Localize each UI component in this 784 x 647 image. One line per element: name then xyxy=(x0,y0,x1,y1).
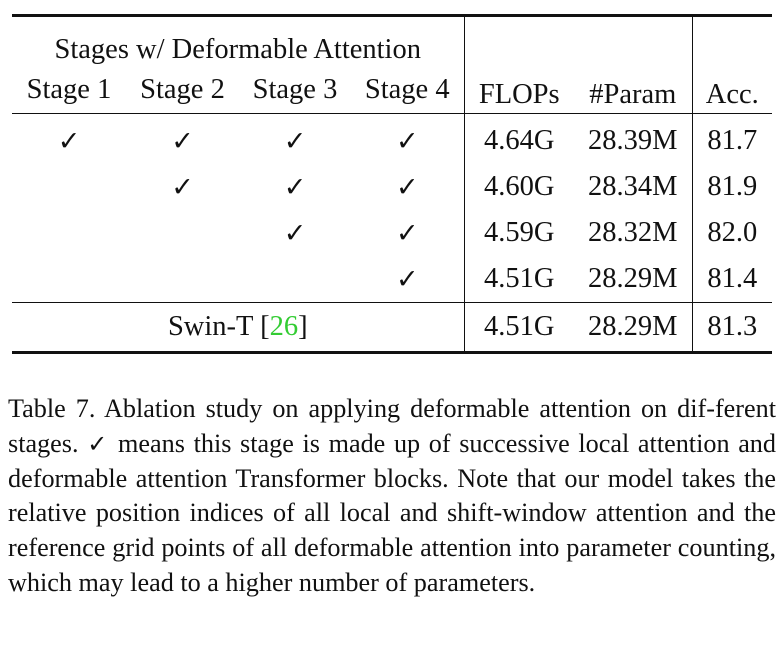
stage-check xyxy=(12,164,126,210)
acc-cell: 81.4 xyxy=(691,256,772,303)
table-row: ✓ ✓ 4.59G 28.32M 82.0 xyxy=(12,210,772,256)
params-cell: 28.32M xyxy=(588,216,678,248)
params-cell: 28.29M xyxy=(574,302,692,354)
caption-text-2: means this stage is made up of successiv… xyxy=(8,428,776,597)
flops-cell: 4.64G xyxy=(463,113,574,164)
acc-cell: 81.7 xyxy=(691,113,772,164)
header-stage-3: Stage 3 xyxy=(239,68,351,114)
header-stage-4: Stage 4 xyxy=(351,68,464,114)
citation-open-bracket: [ xyxy=(260,310,270,342)
citation-link[interactable]: 26 xyxy=(269,310,299,342)
stage-check: ✓ xyxy=(283,171,307,203)
ablation-table-container: Stages w/ Deformable Attention FLOPs #Pa… xyxy=(12,14,772,354)
flops-cell: 4.51G xyxy=(463,302,574,354)
header-stage-2: Stage 2 xyxy=(126,68,239,114)
header-acc: Acc. xyxy=(691,14,772,114)
params-cell: 28.34M xyxy=(588,170,678,202)
stage-check: ✓ xyxy=(57,125,81,157)
table-row: ✓ ✓ ✓ ✓ 4.64G 28.39M 81.7 xyxy=(12,113,772,164)
stage-check xyxy=(12,210,126,256)
stage-check: ✓ xyxy=(171,125,194,157)
stage-check xyxy=(126,256,239,303)
header-params: #Param xyxy=(574,14,692,114)
stage-check: ✓ xyxy=(395,125,419,157)
baseline-row: Swin-T [26] 4.51G 28.29M 81.3 xyxy=(12,302,772,354)
group-header: Stages w/ Deformable Attention xyxy=(12,14,464,68)
citation-close-bracket: ] xyxy=(298,310,308,342)
flops-cell: 4.51G xyxy=(463,256,574,303)
stage-check xyxy=(12,256,126,303)
check-icon: ✓ xyxy=(87,429,110,458)
stage-check: ✓ xyxy=(395,217,419,249)
table-row: ✓ 4.51G 28.29M 81.4 xyxy=(12,256,772,303)
stage-check xyxy=(126,210,239,256)
caption-text-1: Table 7. Ablation study on applying defo… xyxy=(8,394,776,458)
table-caption: Table 7. Ablation study on applying defo… xyxy=(8,392,776,601)
params-cell: 28.39M xyxy=(588,124,678,156)
params-cell: 28.29M xyxy=(588,262,678,294)
header-flops: FLOPs xyxy=(463,14,574,114)
flops-cell: 4.59G xyxy=(463,210,574,256)
stage-check xyxy=(239,256,351,303)
stage-check: ✓ xyxy=(395,263,419,295)
table-row: ✓ ✓ ✓ 4.60G 28.34M 81.9 xyxy=(12,164,772,210)
ablation-table: Stages w/ Deformable Attention FLOPs #Pa… xyxy=(12,14,772,354)
flops-cell: 4.60G xyxy=(463,164,574,210)
baseline-name: Swin-T xyxy=(167,310,253,342)
stage-check: ✓ xyxy=(171,171,194,203)
header-stage-1: Stage 1 xyxy=(12,68,126,114)
acc-cell: 81.9 xyxy=(691,164,772,210)
stage-check: ✓ xyxy=(395,171,419,203)
acc-cell: 82.0 xyxy=(691,210,772,256)
citation[interactable]: [26] xyxy=(260,311,308,342)
baseline-name-cell: Swin-T [26] xyxy=(12,302,464,354)
acc-cell: 81.3 xyxy=(691,302,772,354)
stage-check: ✓ xyxy=(283,125,307,157)
stage-check: ✓ xyxy=(283,217,307,249)
